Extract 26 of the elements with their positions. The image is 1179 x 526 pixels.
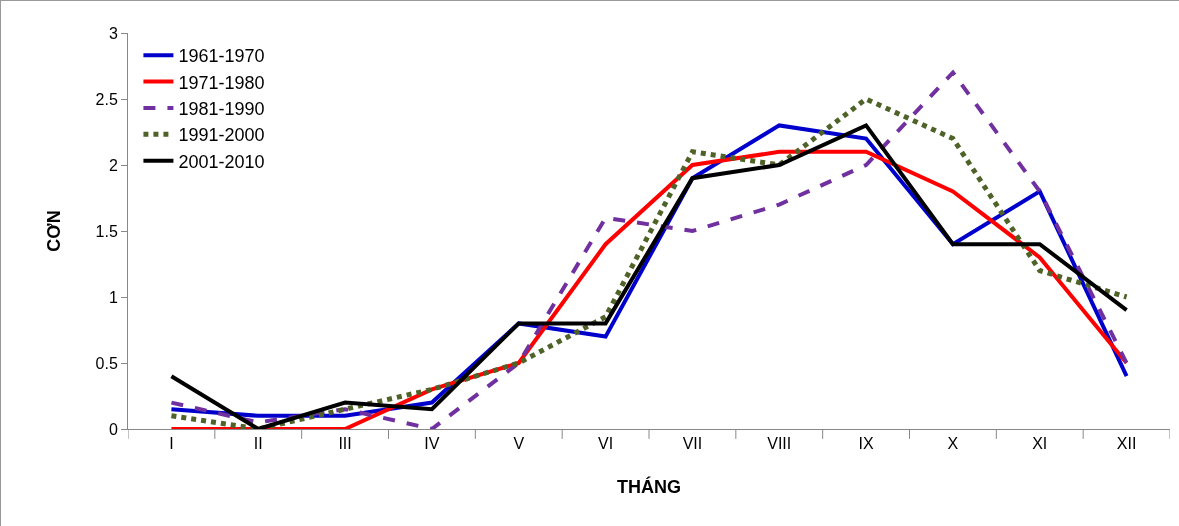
y-tick-label: 0.5: [95, 354, 118, 372]
y-axis-title: CƠN: [43, 210, 64, 252]
y-tick-label: 2: [108, 156, 118, 174]
x-tick-label: VIII: [767, 435, 792, 453]
x-tick-label: VI: [598, 435, 614, 453]
y-tick-label: 0: [108, 420, 118, 438]
x-tick-label: XI: [1032, 435, 1048, 453]
y-tick-label: 2.5: [95, 90, 118, 108]
legend-label: 1961-1970: [178, 46, 265, 67]
x-axis-title: THÁNG: [617, 476, 681, 497]
y-tick-label: 1: [108, 288, 118, 306]
x-tick-label: VII: [682, 435, 703, 453]
x-tick-label: X: [947, 435, 959, 453]
y-tick-label: 1.5: [95, 222, 118, 240]
x-tick-label: IV: [424, 435, 440, 453]
x-tick-label: III: [338, 435, 352, 453]
y-tick-label: 3: [108, 24, 118, 42]
legend-label: 2001-2010: [178, 151, 265, 172]
x-tick-label: XII: [1116, 435, 1137, 453]
legend-label: 1981-1990: [178, 98, 265, 119]
x-tick-label: II: [253, 435, 263, 453]
legend-label: 1971-1980: [178, 72, 265, 93]
x-tick-label: V: [513, 435, 525, 453]
x-tick-label: IX: [858, 435, 874, 453]
legend-label: 1991-2000: [178, 125, 265, 146]
x-tick-label: I: [169, 435, 174, 453]
